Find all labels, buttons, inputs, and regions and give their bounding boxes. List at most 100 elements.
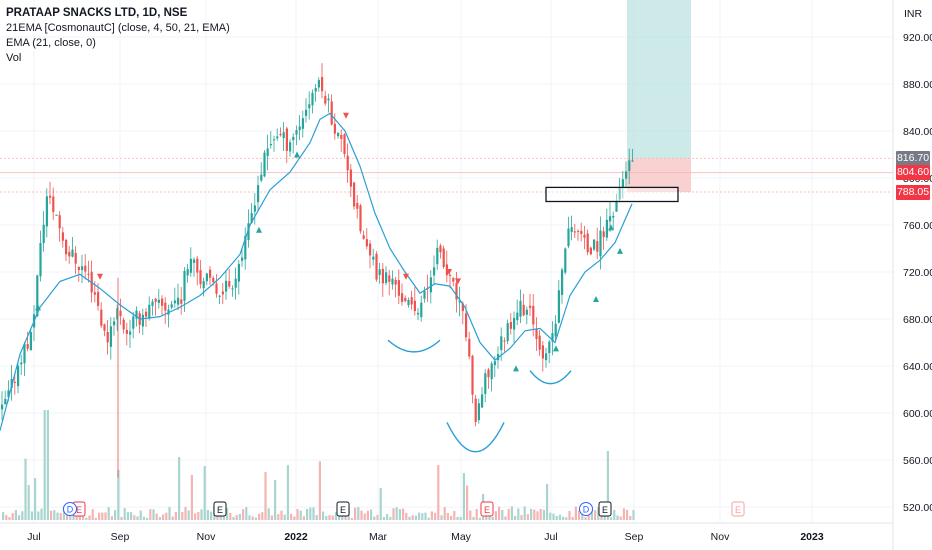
volume-bar [210,511,213,520]
candle-body [29,332,32,351]
volume-bar [158,517,161,520]
candle-body [487,369,490,378]
volume-bar [581,511,584,520]
time-tick-label: Sep [625,531,644,543]
earnings-badge [213,501,227,517]
candle-body [74,252,77,264]
volume-bar [306,508,309,520]
volume-bar [488,516,491,520]
candle-body [372,256,375,260]
volume-bar [386,514,389,520]
candlesticks [1,63,634,478]
volume-bar [197,511,200,520]
volume-bar [462,473,465,520]
volume-bar [440,515,443,520]
volume-bar [226,508,229,520]
candle-body [317,80,320,88]
volume-bar [11,513,14,520]
volume-bar [59,513,62,520]
candle-body [100,309,103,326]
pattern-arc [529,370,572,385]
symbol-title[interactable]: PRATAAP SNACKS LTD, 1D, NSE [6,7,188,19]
candle-body [17,365,20,387]
volume-bar [450,515,453,520]
candle-body [439,245,442,253]
candle-body [151,301,154,306]
volume-bar [622,508,625,520]
pattern-arc [387,339,441,353]
volume-bar [72,515,75,520]
candle-body [269,144,272,146]
volume-bar [498,506,501,520]
sell-signal-icon [97,273,103,280]
candle-body [404,297,407,302]
candle-body [65,239,68,255]
candle-body [301,118,304,129]
candle-body [589,247,592,255]
volume-bar [315,515,318,520]
volume-bar [357,507,360,520]
volume-bar [120,517,123,520]
earnings-event-icon: E [731,501,745,517]
volume-bar [110,516,113,520]
candle-body [554,323,557,337]
volume-bar [104,512,107,520]
candle-body [215,283,218,294]
candle-body [20,362,23,365]
indicator-21ema-label[interactable]: 21EMA [CosmonautC] (close, 4, 50, 21, EM… [6,22,230,34]
volume-bar [574,506,577,520]
ema-path [0,112,633,431]
candle-body [618,187,621,200]
time-axis[interactable]: Jul Sep Nov 2022 Mar May Jul Sep Nov 2023 [27,531,824,543]
volume-bar [398,509,401,520]
candle-body [343,134,346,155]
candle-body [525,309,528,315]
candle-body [490,363,493,380]
volume-bar [392,508,395,520]
volume-bar [475,509,478,520]
indicator-ema-label[interactable]: EMA (21, close, 0) [6,37,96,49]
price-axis[interactable]: 520.00 560.00 600.00 640.00 680.00 720.00 760.… [903,32,932,514]
volume-bar [171,516,174,520]
candle-body [631,160,634,162]
candle-body [442,248,445,268]
candle-body [7,390,10,398]
candle-body [170,304,173,308]
candle-body [119,310,122,317]
volume-bar [88,515,91,520]
candle-body [333,123,336,134]
candle-body [570,227,573,232]
earnings-event-icon: E [213,501,227,517]
dividend-letter: D [67,505,74,515]
volume-bar [373,516,376,520]
volume-bar [494,511,497,520]
candle-body [42,224,45,244]
candle-body [503,340,506,342]
volume-bar [248,515,251,520]
volume-bar [66,512,69,520]
candle-body [449,274,452,276]
volume-bar [533,509,536,520]
candle-body [228,281,231,287]
volume-bar [501,510,504,520]
volume-bar [565,517,568,520]
volume-bar [382,517,385,520]
indicator-volume-label[interactable]: Vol [6,52,22,64]
volume-bar [466,485,469,520]
volume-bar [290,513,293,520]
volume-bar [629,516,632,520]
volume-bar [616,515,619,520]
dividend-event-icon: D [579,502,593,516]
volume-bar [427,517,430,520]
time-tick-label: Nov [197,531,216,543]
candle-body [612,215,615,218]
candle-body [225,280,228,292]
price-tick-label: 880.00 [903,79,932,91]
candle-body [359,205,362,232]
candle-body [164,302,167,311]
time-tick-label: Sep [111,531,130,543]
price-tick-label: 520.00 [903,502,932,514]
candle-body [340,134,343,139]
